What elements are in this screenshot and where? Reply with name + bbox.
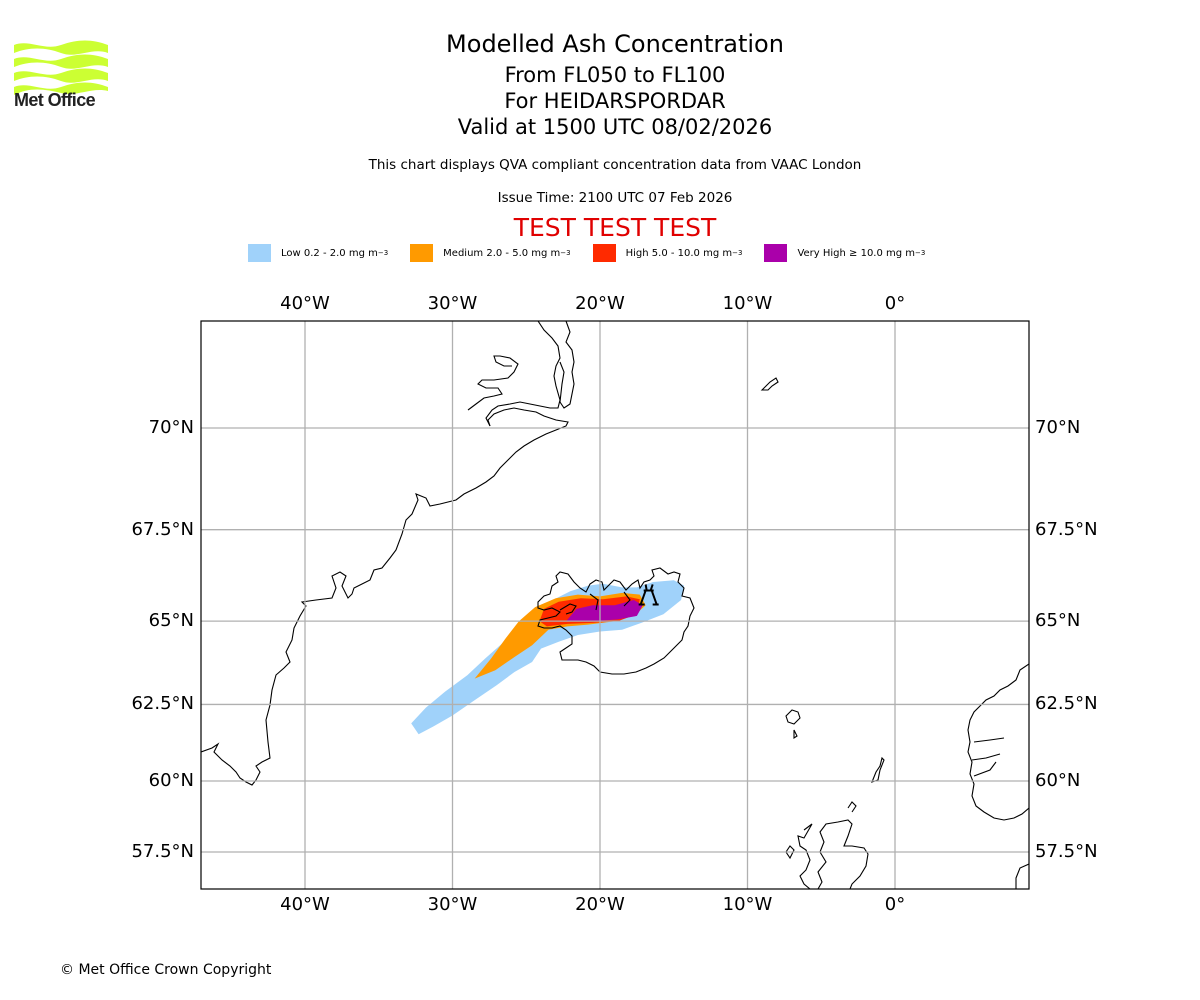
coastline-norway [967, 663, 1029, 889]
legend-item-low: Low 0.2 - 2.0 mg m −3 [248, 244, 388, 262]
lon-tick-label-top: 0° [884, 293, 906, 314]
coastline-greenland [201, 407, 569, 786]
legend-item-very-high: Very High ≥ 10.0 mg m −3 [764, 244, 925, 262]
flight-level-range: From FL050 to FL100 [504, 63, 726, 87]
volcano-icon [638, 584, 659, 606]
legend-exp: −3 [560, 249, 571, 257]
source-note: This chart displays QVA compliant concen… [368, 157, 862, 173]
lat-tick-label-left: 62.5°N [131, 693, 194, 715]
valid-time: Valid at 1500 UTC 08/02/2026 [457, 115, 773, 139]
lat-tick-label-right: 60°N [1035, 770, 1081, 791]
legend-label-medium: Medium 2.0 - 5.0 mg m [443, 247, 561, 259]
lat-tick-label-right: 57.5°N [1035, 841, 1098, 862]
legend-label-low: Low 0.2 - 2.0 mg m [281, 247, 378, 259]
coastlines [201, 321, 1029, 889]
legend-exp: −3 [377, 249, 389, 257]
issue-time: Issue Time: 2100 UTC 07 Feb 2026 [497, 190, 733, 206]
coastline-iceland-fjords [559, 591, 631, 615]
legend-swatch-very-high [764, 244, 788, 262]
ash-region-very-high [566, 600, 643, 622]
lat-tick-label-left: 65°N [148, 610, 194, 632]
logo-text: Met Office [14, 90, 96, 110]
chart-title: Modelled Ash Concentration [446, 30, 784, 58]
legend-label-high: High 5.0 - 10.0 mg m [625, 247, 733, 259]
wave-logo-icon [14, 40, 108, 95]
lat-tick-label-left: 67.5°N [131, 518, 194, 540]
coastline-faroes [785, 709, 801, 740]
lat-tick-label-right: 67.5°N [1035, 518, 1098, 540]
coastline-iceland [537, 567, 695, 675]
lon-tick-label-top: 40°W [280, 293, 330, 314]
lon-tick-label-top: 10°W [722, 293, 773, 314]
lon-tick-label-top: 20°W [575, 293, 625, 314]
lon-tick-label-bottom: 30°W [427, 894, 478, 915]
coastline-shetland [871, 756, 885, 783]
legend-item-high: High 5.0 - 10.0 mg m −3 [592, 244, 743, 262]
lon-tick-label-bottom: 0° [884, 894, 906, 915]
legend-exp: −3 [732, 249, 743, 257]
legend-item-medium: Medium 2.0 - 5.0 mg m −3 [410, 244, 571, 262]
lon-tick-label-bottom: 40°W [280, 894, 330, 915]
legend-swatch-high [592, 244, 616, 262]
lon-tick-label-top: 30°W [427, 293, 478, 314]
map-frame [200, 320, 1030, 890]
lat-tick-label-right: 62.5°N [1035, 693, 1098, 715]
lat-tick-label-right: 70°N [1035, 417, 1081, 438]
coastline-scotland [785, 801, 869, 889]
legend-exp: −3 [915, 249, 926, 257]
lat-tick-label-right: 65°N [1035, 610, 1081, 632]
volcano-marker [638, 584, 659, 606]
legend-label-very-high: Very High ≥ 10.0 mg m [797, 247, 916, 259]
lat-tick-label-left: 57.5°N [131, 841, 194, 862]
lat-tick-label-left: 70°N [148, 417, 194, 438]
volcano-name: For HEIDARSPORDAR [504, 89, 726, 113]
test-banner: TEST TEST TEST [513, 213, 717, 242]
coastline-jan-mayen [760, 377, 779, 391]
lat-tick-label-left: 60°N [148, 770, 194, 791]
coastline-greenland-north [467, 321, 575, 427]
ash-concentration-layer [411, 580, 685, 735]
legend-swatch-low [248, 244, 271, 262]
met-office-logo [14, 40, 108, 95]
copyright: © Met Office Crown Copyright [60, 962, 272, 978]
lon-tick-label-bottom: 10°W [722, 894, 773, 915]
lon-tick-label-bottom: 20°W [575, 894, 625, 915]
legend-swatch-medium [410, 244, 434, 262]
graticule [201, 321, 1029, 889]
legend: Low 0.2 - 2.0 mg m −3 Medium 2.0 - 5.0 mg… [248, 244, 947, 262]
